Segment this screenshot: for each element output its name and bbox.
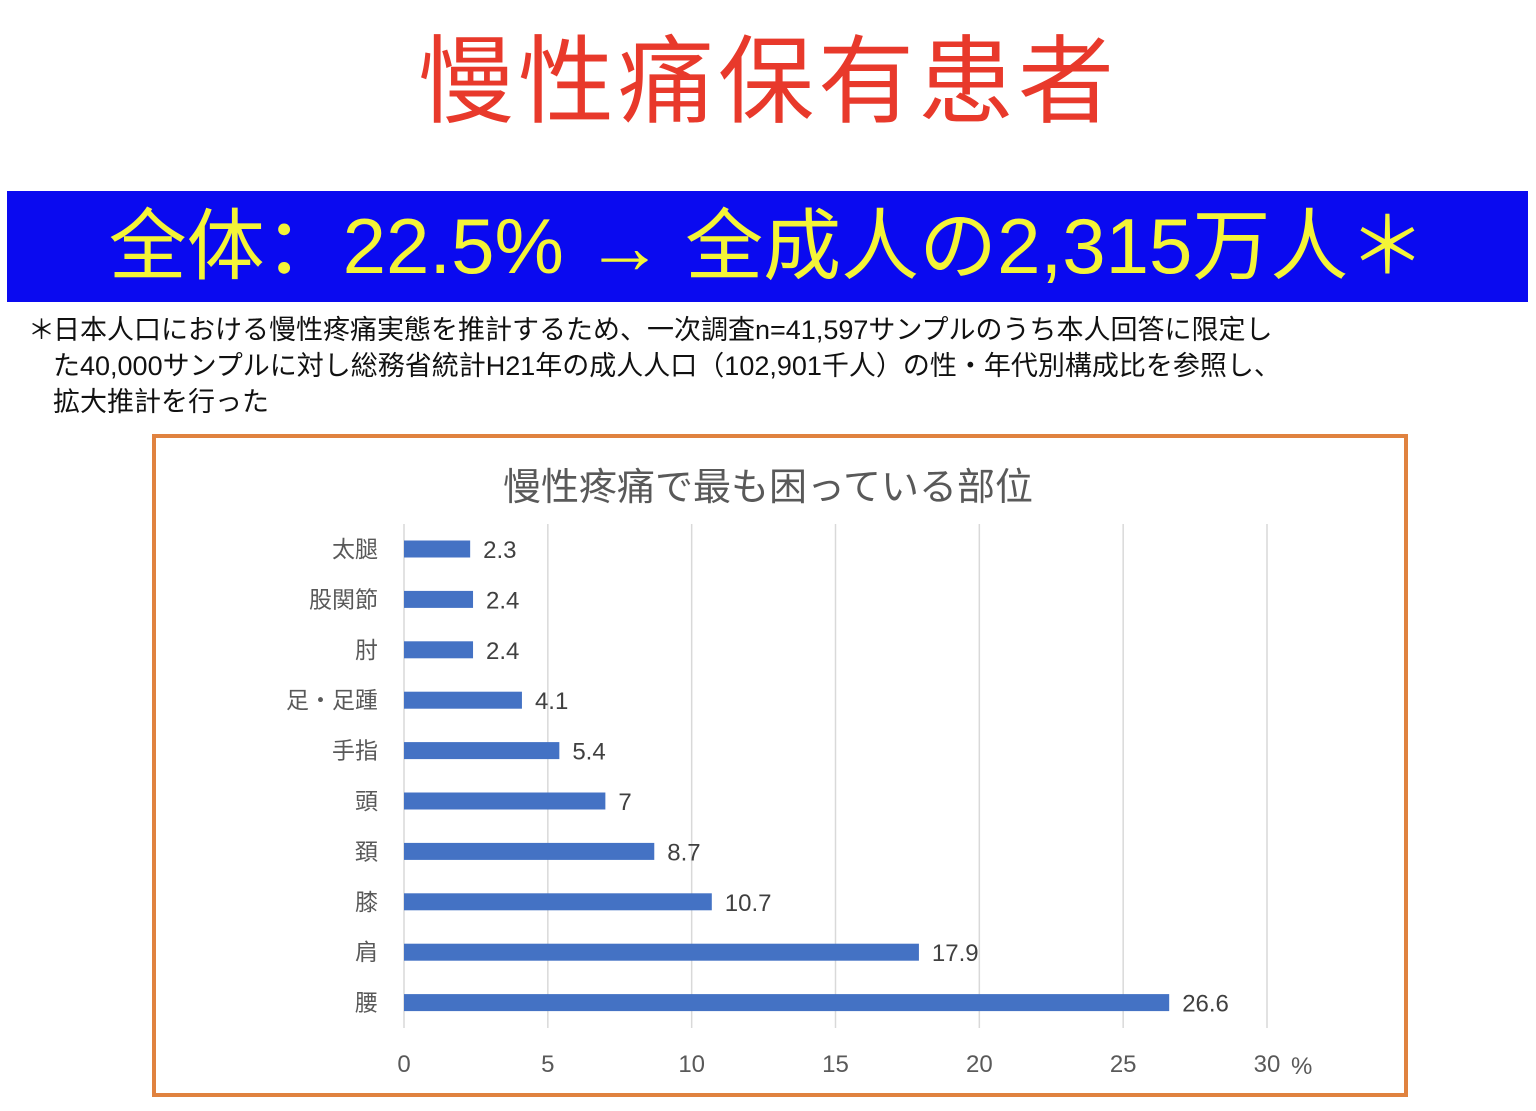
data-label: 17.9: [932, 940, 979, 967]
bar: [404, 641, 474, 659]
bar: [404, 792, 606, 810]
data-label: 26.6: [1182, 991, 1229, 1018]
bar: [404, 842, 655, 860]
category-label: 肩: [355, 939, 378, 965]
bar: [404, 590, 474, 608]
category-label: 手指: [332, 738, 378, 764]
chart-title: 慢性疼痛で最も困っている部位: [502, 467, 1034, 509]
x-tick-label: 20: [966, 1051, 993, 1078]
category-label: 太腿: [332, 536, 378, 562]
category-label: 頚: [355, 838, 378, 864]
data-label: 2.4: [486, 638, 519, 665]
footnote-line: た40,000サンプルに対し総務省統計H21年の成人人口（102,901千人）の…: [53, 351, 1281, 381]
data-label: 5.4: [572, 739, 605, 766]
footnote-asterisk: ＊: [28, 315, 55, 345]
data-label: 10.7: [725, 890, 772, 917]
chart-frame: [152, 434, 1408, 1097]
bar: [404, 742, 560, 760]
category-label: 足・足踵: [286, 687, 378, 713]
footnote-line: 日本人口における慢性疼痛実態を推計するため、一次調査n=41,597サンプルのう…: [53, 315, 1273, 345]
category-label: 膝: [355, 889, 378, 915]
bar: [404, 943, 919, 961]
data-label: 2.4: [486, 587, 519, 614]
bar: [404, 691, 522, 709]
category-label: 股関節: [309, 586, 378, 612]
x-tick-label: 15: [822, 1051, 849, 1078]
bar: [404, 994, 1170, 1012]
data-label: 8.7: [667, 839, 700, 866]
category-label: 頭: [355, 788, 378, 814]
x-unit-label: %: [1291, 1053, 1312, 1080]
category-label: 肘: [355, 637, 378, 663]
x-tick-label: 0: [397, 1051, 410, 1078]
data-label: 7: [618, 789, 631, 816]
page-title: 慢性痛保有患者: [418, 29, 1118, 136]
summary-banner: 全体：22.5% → 全成人の2,315万人＊: [7, 191, 1528, 302]
category-label: 腰: [355, 990, 378, 1016]
x-tick-label: 5: [541, 1051, 554, 1078]
bar: [404, 540, 471, 558]
bar: [404, 893, 712, 911]
x-tick-label: 30: [1254, 1051, 1281, 1078]
data-label: 2.3: [483, 537, 516, 564]
data-label: 4.1: [535, 688, 568, 715]
x-tick-label: 10: [678, 1051, 705, 1078]
footnote-line: 拡大推計を行った: [53, 387, 269, 417]
x-tick-label: 25: [1110, 1051, 1137, 1078]
footnote: ＊ 日本人口における慢性疼痛実態を推計するため、一次調査n=41,597サンプル…: [28, 312, 1281, 420]
